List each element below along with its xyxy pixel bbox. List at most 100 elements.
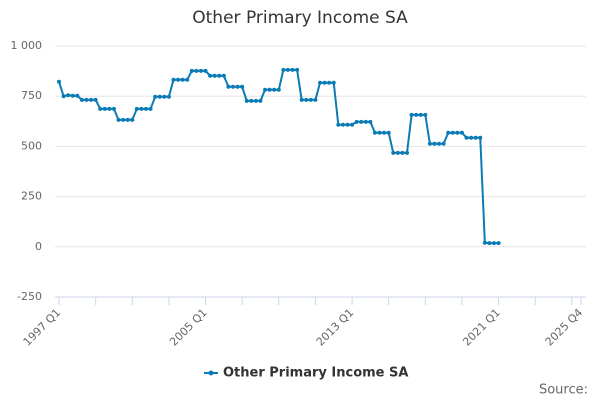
y-tick-label: 0 xyxy=(35,240,42,253)
point xyxy=(368,119,373,124)
point xyxy=(350,122,355,127)
point xyxy=(308,97,313,102)
point xyxy=(244,98,249,103)
point xyxy=(359,119,364,124)
point xyxy=(276,87,281,92)
point xyxy=(231,84,235,89)
point xyxy=(240,84,245,89)
point xyxy=(459,130,464,135)
point xyxy=(70,93,75,98)
point xyxy=(111,106,116,111)
point xyxy=(322,80,327,85)
source: Source: xyxy=(539,383,588,398)
point xyxy=(418,112,423,117)
point xyxy=(409,112,414,117)
point xyxy=(414,112,419,117)
x-tick-label: 2021 Q1 xyxy=(460,306,503,349)
y-tick-label: 500 xyxy=(21,139,42,152)
point xyxy=(144,106,148,111)
point xyxy=(153,94,158,99)
point xyxy=(180,77,185,82)
point xyxy=(139,106,144,111)
point xyxy=(281,67,286,72)
point xyxy=(400,150,405,155)
point xyxy=(194,68,199,73)
point xyxy=(116,117,121,122)
point xyxy=(405,150,409,155)
point xyxy=(98,106,103,111)
point xyxy=(318,80,322,85)
point xyxy=(102,106,107,111)
point xyxy=(304,97,309,102)
point xyxy=(130,117,135,122)
point xyxy=(79,97,84,102)
point xyxy=(299,97,304,102)
point xyxy=(253,98,258,103)
y-tick-label: 750 xyxy=(21,89,42,102)
chart-title: Other Primary Income SA xyxy=(192,8,408,28)
point xyxy=(212,73,217,78)
point xyxy=(157,94,162,99)
point xyxy=(189,68,194,73)
point xyxy=(107,106,112,111)
point xyxy=(423,112,428,117)
point xyxy=(258,98,263,103)
point xyxy=(217,73,222,78)
point xyxy=(327,80,332,85)
y-tick-label: 250 xyxy=(21,190,42,203)
point xyxy=(134,106,139,111)
legend-label: Other Primary Income SA xyxy=(223,366,408,381)
point xyxy=(221,73,226,78)
point xyxy=(340,122,345,127)
point xyxy=(226,84,231,89)
y-tick-label: 1 000 xyxy=(11,39,43,52)
point xyxy=(492,241,496,246)
point xyxy=(203,68,208,73)
point xyxy=(121,117,126,122)
point xyxy=(450,130,455,135)
point xyxy=(93,97,98,102)
point xyxy=(427,141,432,146)
point xyxy=(432,141,437,146)
point xyxy=(455,130,460,135)
point xyxy=(84,97,89,102)
point xyxy=(354,119,359,124)
point xyxy=(148,106,153,111)
x-tick-label: 2025 Q4 xyxy=(543,306,586,349)
point xyxy=(249,98,254,103)
point xyxy=(66,93,71,98)
point xyxy=(235,84,240,89)
point xyxy=(125,117,130,122)
point xyxy=(272,87,277,92)
x-tick-label: 2005 Q1 xyxy=(167,306,210,349)
point xyxy=(295,67,300,72)
point xyxy=(162,94,167,99)
point xyxy=(386,130,391,135)
point xyxy=(473,135,478,140)
point xyxy=(176,77,181,82)
point xyxy=(61,94,66,99)
point xyxy=(464,135,469,140)
x-tick-label: 2013 Q1 xyxy=(314,306,357,349)
point xyxy=(377,130,382,135)
y-tick-label: -250 xyxy=(17,290,42,303)
point xyxy=(89,97,94,102)
point xyxy=(166,94,171,99)
point xyxy=(487,241,492,246)
point xyxy=(372,130,377,135)
legend-marker xyxy=(208,370,214,376)
point xyxy=(313,97,318,102)
point xyxy=(363,119,368,124)
point xyxy=(391,150,396,155)
point xyxy=(441,141,446,146)
point xyxy=(478,135,483,140)
point xyxy=(482,240,487,245)
point xyxy=(75,93,80,98)
point xyxy=(208,73,213,78)
point xyxy=(446,130,451,135)
point xyxy=(57,79,61,84)
point xyxy=(331,80,336,85)
point xyxy=(171,77,176,82)
point xyxy=(496,241,501,246)
